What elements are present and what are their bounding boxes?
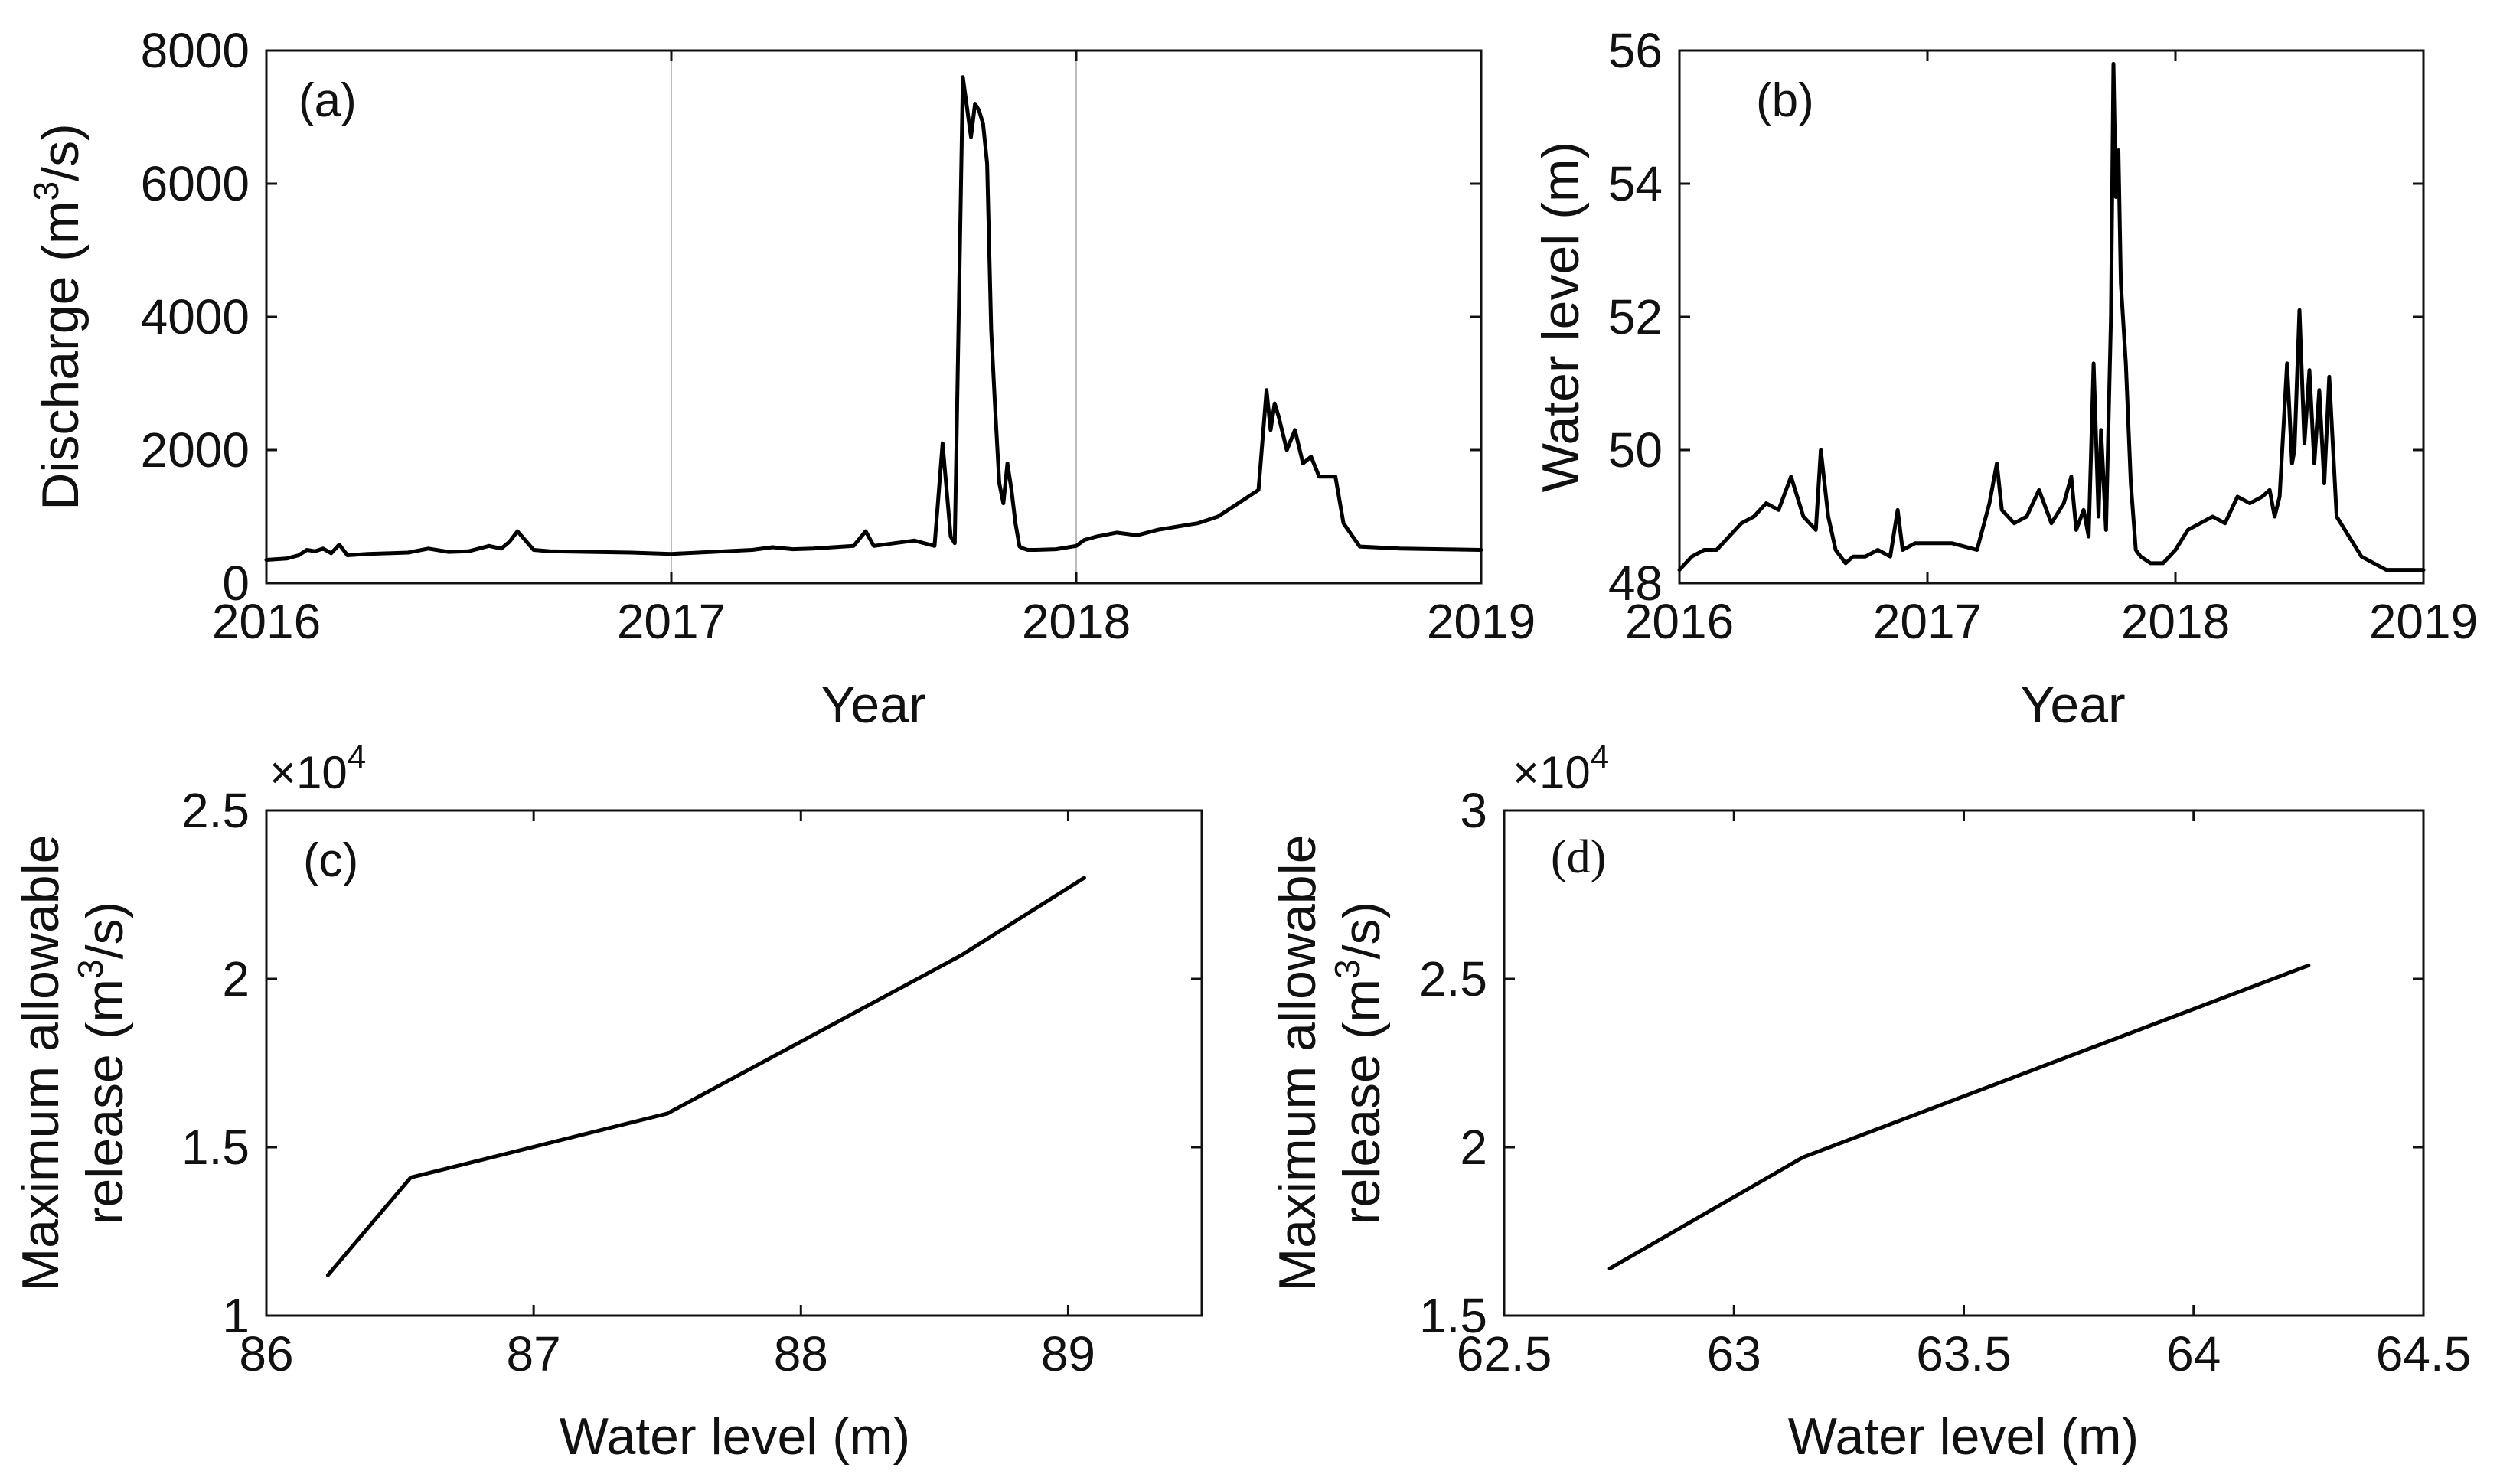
panel-c-x-axis-label: Water level (m) (560, 1407, 910, 1466)
panel-d-y-axis-label-line2-end: /s) (1333, 902, 1391, 960)
panel-c-y-multiplier-exp: 4 (348, 739, 366, 776)
panel-c-y-multiplier-base: ×10 (269, 747, 348, 798)
panel-b-plot-frame (1678, 49, 2425, 585)
panel-d-release-curve: 62.5 63 63.5 64 64.5 1.5 2 2.5 3 (d) ×104 Water … (1268, 739, 2471, 1466)
panel-c-y-multiplier: ×104 (269, 739, 366, 798)
y-tick-label: 4000 (141, 289, 250, 344)
panel-c-tag: (c) (303, 834, 358, 887)
x-tick-label: 2019 (2369, 594, 2478, 649)
panel-c-release-line (325, 876, 1086, 1277)
panel-a-plot-frame (265, 49, 1483, 585)
x-tick-label: 2018 (2121, 594, 2230, 649)
y-tick-label: 3 (1460, 783, 1487, 838)
x-tick-label: 64 (2166, 1326, 2221, 1381)
panel-c-ticks: 86 87 88 89 1 1.5 2 2.5 (181, 783, 1202, 1381)
panel-c-y-axis-label-line2: release (m3/s) (70, 902, 134, 1225)
panel-b-y-axis-label: Water level (m) (1532, 142, 1590, 492)
x-tick-label: 89 (1041, 1326, 1095, 1381)
x-tick-label: 62.5 (1457, 1326, 1552, 1381)
y-tick-label: 2.5 (181, 783, 250, 838)
x-tick-label: 87 (507, 1326, 561, 1381)
panel-d-release-line (1607, 963, 2311, 1270)
y-tick-label: 2 (222, 951, 250, 1006)
panel-a-y-axis-label-main: Discharge (m (31, 201, 90, 510)
panel-b-water-level: 2016 2017 2018 2019 48 50 52 54 56 (b) Year Wate… (1532, 23, 2478, 734)
panel-a-discharge: 2016 2017 2018 2019 0 2000 4000 6000 8000 (a) Ye… (26, 23, 1536, 734)
panel-d-y-axis-label-line2: release (m3/s) (1327, 902, 1391, 1225)
panel-c-plot-frame (265, 809, 1203, 1317)
y-tick-label: 1 (222, 1288, 250, 1343)
panel-c-y-axis-label-line2-sup: 3 (70, 959, 110, 979)
panel-d-ticks: 62.5 63 63.5 64 64.5 1.5 2 2.5 3 (1419, 783, 2471, 1381)
panel-c-y-axis-label-line1: Maximum allowable (11, 834, 70, 1291)
panel-c-release-curve: 86 87 88 89 1 1.5 2 2.5 (c) ×104 Water level (m… (11, 739, 1203, 1466)
panel-a-x-axis-label: Year (821, 676, 925, 734)
panel-a-discharge-line (264, 75, 1483, 562)
y-tick-label: 48 (1608, 556, 1663, 611)
panel-a-y-axis-label: Discharge (m3/s) (26, 123, 90, 510)
panel-a-reference-lines (671, 51, 1077, 583)
y-tick-label: 8000 (141, 23, 250, 78)
panel-c-y-axis-label-line2-main: release (m (76, 979, 134, 1225)
y-tick-label: 1.5 (1419, 1288, 1487, 1343)
panel-a-y-axis-label-end: /s) (31, 123, 90, 181)
panel-d-tag: (d) (1551, 831, 1606, 883)
x-tick-label: 2017 (617, 594, 726, 649)
panel-a-y-axis-label-sup: 3 (26, 181, 66, 201)
x-tick-label: 2016 (1625, 594, 1734, 649)
panel-d-y-axis-label-line1: Maximum allowable (1268, 834, 1327, 1291)
y-tick-label: 52 (1608, 289, 1663, 344)
x-tick-label: 63.5 (1916, 1326, 2012, 1381)
panel-d-y-multiplier-base: ×10 (1513, 747, 1591, 798)
x-tick-label: 2016 (212, 594, 321, 649)
y-tick-label: 54 (1608, 156, 1663, 211)
panel-d-plot-frame (1503, 809, 2425, 1317)
panel-b-ticks: 2016 2017 2018 2019 48 50 52 54 56 (1608, 23, 2478, 649)
panel-a-tag: (a) (299, 74, 357, 127)
y-tick-label: 2 (1460, 1120, 1487, 1175)
panel-b-x-axis-label: Year (2020, 676, 2125, 734)
x-tick-label: 88 (774, 1326, 828, 1381)
y-tick-label: 50 (1608, 422, 1663, 478)
y-tick-label: 56 (1608, 23, 1663, 78)
panel-d-y-multiplier: ×104 (1513, 739, 1609, 798)
x-tick-label: 86 (239, 1326, 293, 1381)
panel-d-y-multiplier-exp: 4 (1591, 739, 1609, 776)
x-tick-label: 2019 (1427, 594, 1536, 649)
y-tick-label: 0 (222, 556, 250, 611)
panel-b-tag: (b) (1756, 74, 1814, 127)
x-tick-label: 64.5 (2376, 1326, 2472, 1381)
y-tick-label: 1.5 (181, 1120, 250, 1175)
y-tick-label: 2.5 (1419, 951, 1487, 1006)
y-tick-label: 6000 (141, 156, 250, 211)
x-tick-label: 63 (1707, 1326, 1761, 1381)
y-tick-label: 2000 (141, 422, 250, 478)
x-tick-label: 2018 (1022, 594, 1131, 649)
panel-a-ticks: 2016 2017 2018 2019 0 2000 4000 6000 8000 (141, 23, 1536, 649)
panel-c-y-axis-label-line2-end: /s) (76, 902, 134, 960)
panel-d-x-axis-label: Water level (m) (1788, 1407, 2139, 1466)
panel-d-y-axis-label-line2-main: release (m (1333, 979, 1391, 1225)
panel-d-y-axis-label-line2-sup: 3 (1327, 959, 1367, 979)
x-tick-label: 2017 (1873, 594, 1982, 649)
panel-b-water-level-line (1677, 61, 2426, 572)
